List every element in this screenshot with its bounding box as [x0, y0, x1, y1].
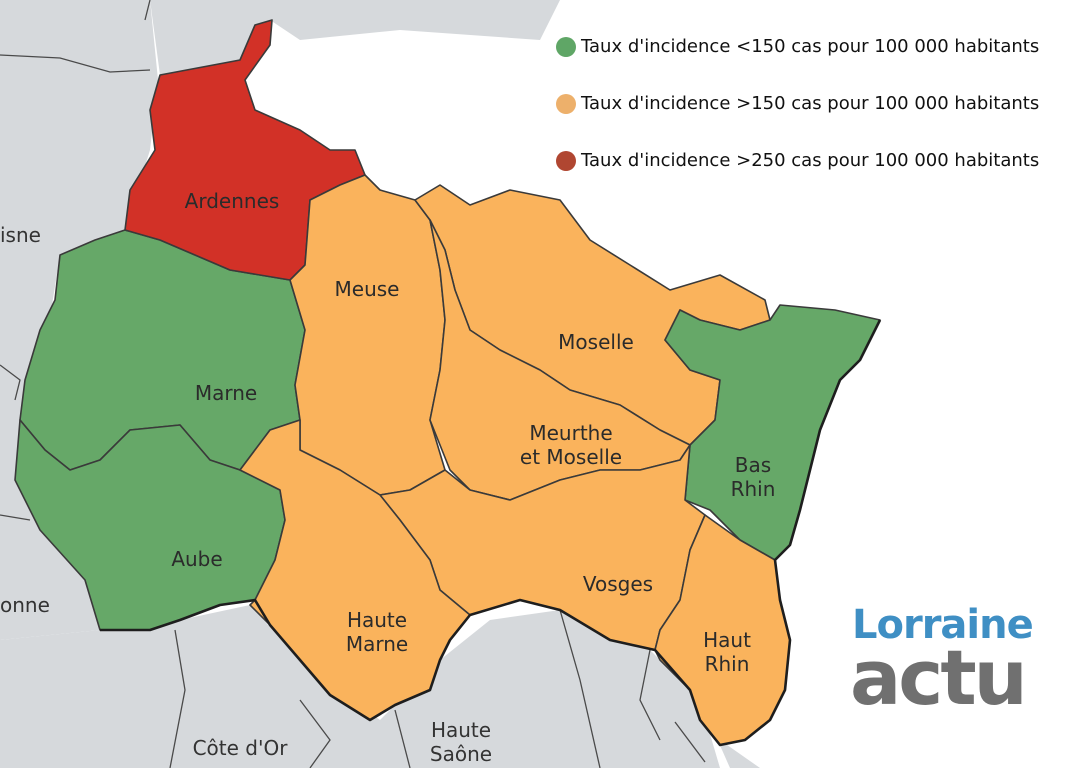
label-marne: Marne	[195, 381, 257, 405]
region-border	[100, 319, 882, 747]
lorraine-actu-logo: Lorraine actu	[840, 600, 1046, 740]
legend-item-medium: Taux d'incidence >150 cas pour 100 000 h…	[556, 75, 1039, 132]
neighbor-border-line	[559, 609, 601, 768]
neighbor-west	[0, 0, 158, 640]
label-meuse: Meuse	[335, 277, 400, 301]
neighbor-border-line	[0, 54, 151, 73]
legend: Taux d'incidence <150 cas pour 100 000 h…	[556, 18, 1039, 189]
label-bas-rhin-line1: Bas	[735, 453, 771, 477]
label-meurthe-line2: et Moselle	[520, 445, 622, 469]
legend-dot-high	[556, 150, 576, 171]
department-meuse[interactable]	[289, 174, 446, 496]
logo-text-actu: actu	[850, 633, 1028, 722]
label-meurthe-line1: Meurthe	[529, 421, 612, 445]
legend-label-high: Taux d'incidence >250 cas pour 100 000 h…	[581, 150, 1040, 171]
label-yonne: onne	[0, 593, 50, 617]
label-haute-marne-line2: Marne	[346, 632, 408, 656]
neighbor-border-line	[169, 629, 186, 768]
departments	[14, 19, 881, 746]
neighbor-border-line	[144, 0, 151, 21]
label-haut-rhin-line2: Rhin	[705, 652, 750, 676]
label-bas-rhin-line2: Rhin	[731, 477, 776, 501]
label-aube: Aube	[171, 547, 222, 571]
legend-label-medium: Taux d'incidence >150 cas pour 100 000 h…	[581, 93, 1040, 114]
department-labels: Ardennes Meuse Moselle Marne Meurthe et …	[171, 189, 775, 676]
logo-text-lorraine: Lorraine	[852, 602, 1034, 648]
legend-dot-low	[556, 36, 576, 57]
neighbor-border-line	[639, 649, 661, 741]
neighbor-border-line	[299, 699, 331, 768]
neighbor-labels: isne onne Côte d'Or Haute Saône	[0, 223, 492, 766]
label-cote-dor: Côte d'Or	[193, 736, 289, 760]
label-haute-saone-line2: Saône	[430, 742, 492, 766]
legend-label-low: Taux d'incidence <150 cas pour 100 000 h…	[581, 36, 1040, 57]
label-haut-rhin-line1: Haut	[703, 628, 751, 652]
neighbor-border-line	[394, 709, 411, 768]
label-aisne: isne	[0, 223, 41, 247]
label-haute-marne-line1: Haute	[347, 608, 407, 632]
neighbor-south-west	[0, 605, 720, 768]
neighbor-border-line	[0, 514, 31, 521]
neighbor-borders	[0, 0, 706, 768]
neighbor-north	[150, 0, 560, 75]
neighbor-border-line	[0, 364, 21, 401]
legend-item-low: Taux d'incidence <150 cas pour 100 000 h…	[556, 18, 1039, 75]
legend-dot-medium	[556, 93, 576, 114]
label-haute-saone-line1: Haute	[431, 718, 491, 742]
label-ardennes: Ardennes	[185, 189, 280, 213]
neighbor-border-line	[674, 721, 706, 763]
label-moselle: Moselle	[558, 330, 634, 354]
label-vosges: Vosges	[583, 572, 653, 596]
legend-item-high: Taux d'incidence >250 cas pour 100 000 h…	[556, 132, 1039, 189]
